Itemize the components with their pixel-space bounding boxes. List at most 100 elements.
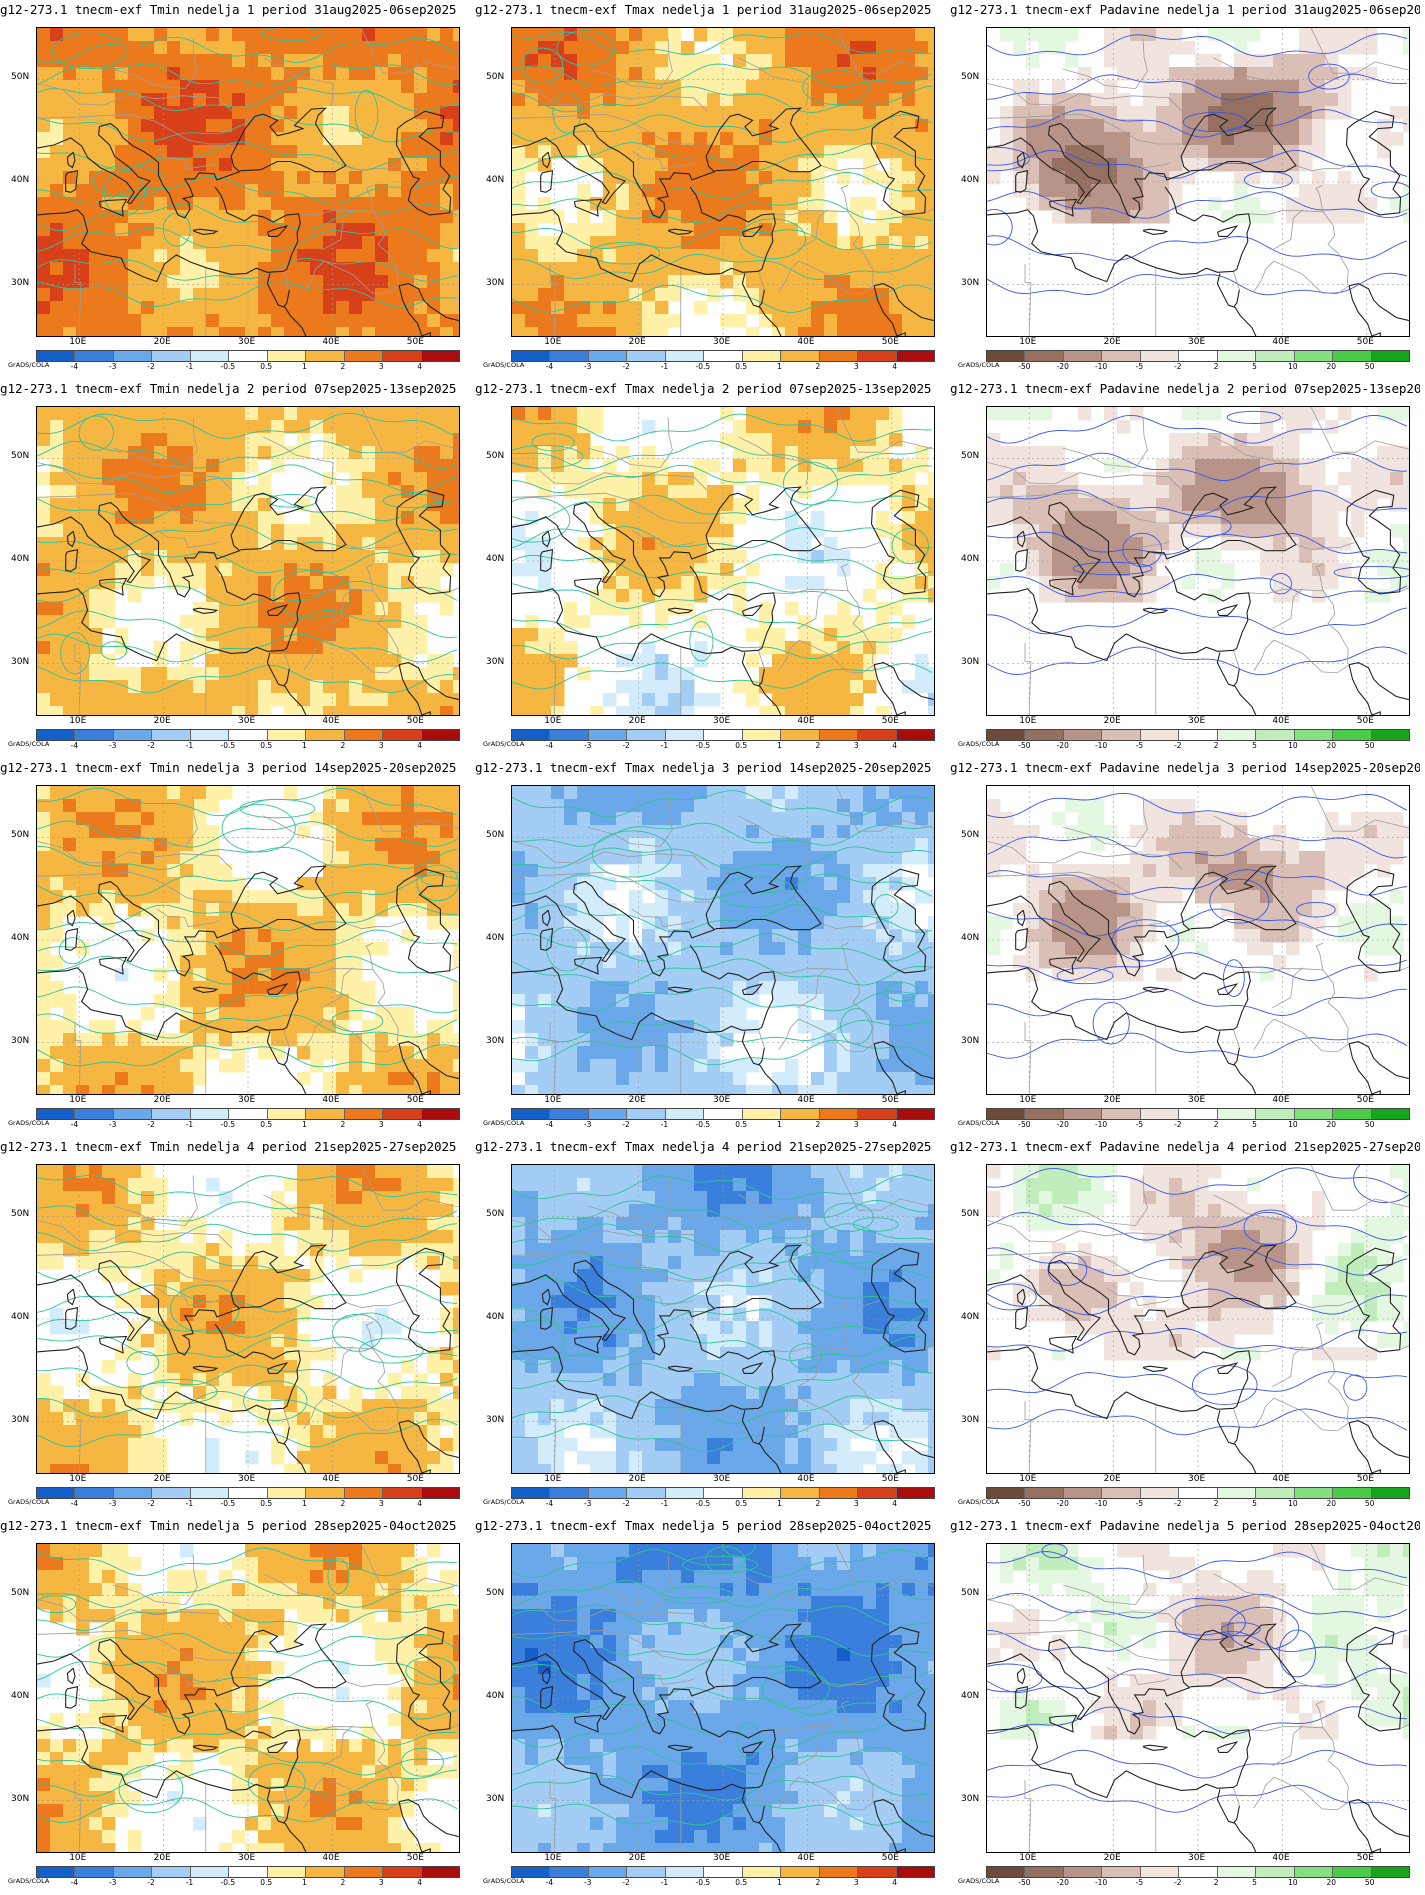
colorbar-swatch [588,1867,628,1877]
colorbar-label: 50 [1364,1878,1375,1887]
colorbar-label: -50 [1018,1499,1031,1508]
colorbar-label: 1 [302,741,307,750]
colorbar-label: -4 [70,741,79,750]
lon-label: 50E [881,716,899,726]
coastlines [37,1244,459,1473]
map-area [36,1164,460,1474]
map-svg [37,28,459,336]
colorbar-label: 10 [1288,1499,1298,1508]
lon-label: 20E [1103,1095,1121,1105]
colorbar-label: -3 [108,1120,117,1129]
colorbar-swatch [550,1867,589,1877]
lon-label: 40E [322,716,340,726]
colorbar-label: 1 [777,362,782,371]
colorbar-swatch [1256,730,1295,740]
colorbar-label: 4 [417,1878,423,1887]
colorbar-swatch [819,730,859,740]
country-borders [512,786,934,1094]
lat-label: 40N [11,933,30,943]
colorbar-label: 3 [853,1120,859,1129]
lon-label: 20E [1103,337,1121,347]
colorbar-label: -5 [1135,741,1144,750]
lat-label: 50N [11,451,30,462]
colorbar-swatch [1102,1109,1141,1119]
colorbar [36,729,460,741]
colorbar-swatch [550,730,589,740]
colorbar [36,1108,460,1120]
colorbar-labels: -50 -20 -10 -5 -2 2 5 10 20 50 [986,741,1408,751]
map-svg [987,28,1409,336]
graticule [987,786,1409,1094]
colorbar-label: -4 [545,1499,554,1508]
graticule [512,786,934,1094]
colorbar-label: 2 [815,1878,821,1887]
colorbar [511,1866,935,1878]
lon-label: 50E [881,1095,899,1105]
colorbar-label: 3 [853,362,859,371]
colorbar-swatch [229,1867,268,1877]
colorbar-swatch [344,1867,384,1877]
panel-title: g12-273.1 tnecm-exf Padavine nedelja 2 p… [950,381,1420,396]
contour-lines [987,792,1408,1059]
lon-label: 30E [238,1853,256,1863]
colorbar-labels: -4 -3 -2 -1 -0.5 0.5 1 2 3 4 [511,362,933,372]
colorbar-label: -2 [622,1499,630,1508]
colorbar-label: 10 [1288,741,1298,750]
panel-title: g12-273.1 tnecm-exf Padavine nedelja 4 p… [950,1139,1420,1154]
colorbar-label: -4 [70,1878,79,1887]
country-borders [37,1165,459,1473]
colorbar-swatch [190,351,230,361]
lon-label: 30E [238,1474,256,1484]
colorbar-swatch [1063,730,1103,740]
colorbar-swatch [152,730,191,740]
colorbar-swatch [152,351,191,361]
colorbar [986,1108,1410,1120]
colorbar-label: 1 [777,741,782,750]
colorbar-swatch [421,1867,459,1877]
colorbar-label: 2 [1213,362,1219,371]
graticule [987,407,1409,715]
colorbar-label: -50 [1018,1878,1031,1887]
coastlines [37,107,459,336]
colorbar-label: -10 [1094,1120,1108,1129]
lon-label: 30E [1188,1853,1206,1863]
colorbar-label: -3 [583,741,592,750]
lon-label: 40E [1272,1095,1290,1105]
colorbar-swatch [627,351,666,361]
graticule [37,1544,459,1852]
colorbar-swatch [306,1109,345,1119]
lon-label: 10E [69,1853,87,1863]
lat-label: 40N [11,175,30,185]
colorbar [986,729,1410,741]
colorbar-label: -2 [147,1120,155,1129]
colorbar-labels: -4 -3 -2 -1 -0.5 0.5 1 2 3 4 [511,1120,933,1130]
colorbar-swatch [665,351,705,361]
grads-credit: GrADS/COLA [8,1119,50,1127]
grads-credit: GrADS/COLA [483,361,525,369]
map-svg [37,786,459,1094]
lat-label: 40N [486,933,505,943]
map-panel-prec-week-3: g12-273.1 tnecm-exf Padavine nedelja 3 p… [950,758,1425,1137]
map-svg [37,407,459,715]
map-svg [37,1165,459,1473]
map-area [36,785,460,1095]
lon-label: 40E [1272,1474,1290,1484]
lon-label: 10E [544,716,562,726]
country-borders [512,28,934,336]
colorbar-swatch [987,1488,1026,1498]
colorbar-label: -10 [1094,741,1108,750]
lon-label: 10E [1019,1853,1037,1863]
colorbar-label: 0.5 [735,362,748,371]
colorbar-swatch [896,351,934,361]
graticule [37,407,459,715]
colorbar-swatch [781,1867,820,1877]
lat-label: 40N [486,175,505,185]
colorbar-label: 5 [1252,1499,1257,1508]
colorbar-label: 0.5 [735,1499,748,1508]
colorbar-label: 0.5 [260,1878,273,1887]
anomaly-field [512,1165,934,1473]
colorbar [511,1108,935,1120]
coastlines [512,865,934,1094]
lon-label: 30E [1188,716,1206,726]
colorbar-labels: -50 -20 -10 -5 -2 2 5 10 20 50 [986,1499,1408,1509]
